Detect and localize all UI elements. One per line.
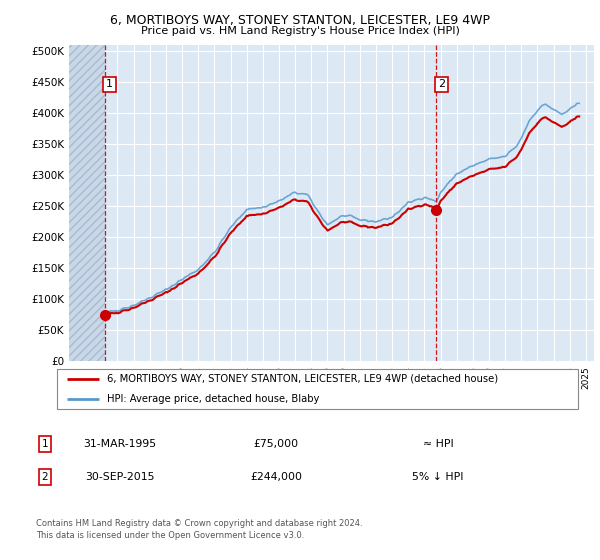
Text: HPI: Average price, detached house, Blaby: HPI: Average price, detached house, Blab… — [107, 394, 319, 404]
Text: 1: 1 — [106, 80, 113, 90]
Text: 5% ↓ HPI: 5% ↓ HPI — [412, 472, 464, 482]
FancyBboxPatch shape — [56, 369, 578, 409]
Text: Contains HM Land Registry data © Crown copyright and database right 2024.
This d: Contains HM Land Registry data © Crown c… — [36, 519, 362, 540]
Text: 6, MORTIBOYS WAY, STONEY STANTON, LEICESTER, LE9 4WP (detached house): 6, MORTIBOYS WAY, STONEY STANTON, LEICES… — [107, 374, 498, 384]
Text: Price paid vs. HM Land Registry's House Price Index (HPI): Price paid vs. HM Land Registry's House … — [140, 26, 460, 36]
Text: 1: 1 — [41, 439, 49, 449]
Text: 2: 2 — [41, 472, 49, 482]
Text: £75,000: £75,000 — [253, 439, 299, 449]
Text: 31-MAR-1995: 31-MAR-1995 — [83, 439, 157, 449]
Text: 30-SEP-2015: 30-SEP-2015 — [85, 472, 155, 482]
Text: 2: 2 — [438, 80, 445, 90]
Text: 6, MORTIBOYS WAY, STONEY STANTON, LEICESTER, LE9 4WP: 6, MORTIBOYS WAY, STONEY STANTON, LEICES… — [110, 14, 490, 27]
Text: £244,000: £244,000 — [250, 472, 302, 482]
Text: ≈ HPI: ≈ HPI — [422, 439, 454, 449]
Bar — [69, 45, 104, 361]
